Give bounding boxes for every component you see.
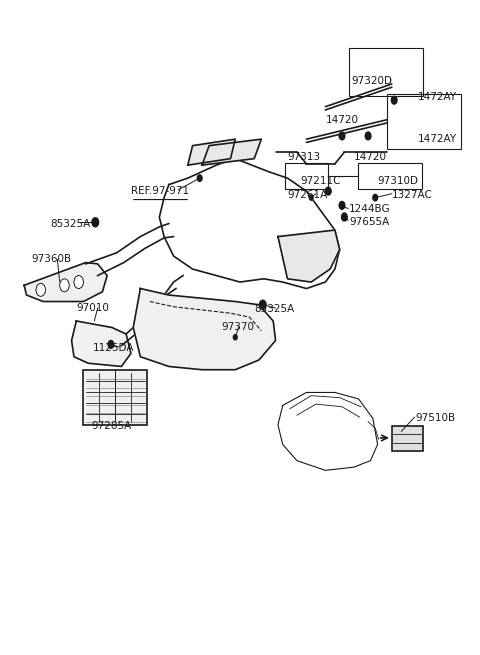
Circle shape bbox=[391, 96, 397, 104]
Text: 97655A: 97655A bbox=[349, 217, 389, 227]
Text: 97211C: 97211C bbox=[301, 176, 341, 186]
Polygon shape bbox=[24, 263, 107, 301]
Circle shape bbox=[309, 195, 313, 200]
Circle shape bbox=[342, 213, 347, 221]
Circle shape bbox=[60, 279, 69, 291]
Circle shape bbox=[261, 302, 264, 307]
Text: 1472AY: 1472AY bbox=[418, 134, 457, 144]
Bar bbox=[84, 369, 147, 425]
Circle shape bbox=[260, 300, 266, 309]
Text: 97285A: 97285A bbox=[92, 421, 132, 431]
Bar bbox=[387, 94, 461, 149]
Polygon shape bbox=[202, 139, 261, 165]
Bar bbox=[349, 48, 423, 96]
Circle shape bbox=[325, 187, 331, 195]
Circle shape bbox=[233, 335, 237, 340]
Circle shape bbox=[92, 217, 98, 227]
Circle shape bbox=[93, 219, 96, 225]
Text: 14720: 14720 bbox=[354, 153, 387, 162]
Text: 97370: 97370 bbox=[221, 322, 254, 333]
Circle shape bbox=[36, 284, 46, 296]
Circle shape bbox=[373, 195, 378, 201]
Text: 1244BG: 1244BG bbox=[349, 204, 391, 214]
Text: 97310D: 97310D bbox=[378, 176, 419, 186]
Bar bbox=[358, 162, 422, 189]
Circle shape bbox=[109, 342, 113, 347]
Text: 97320D: 97320D bbox=[351, 76, 393, 86]
Circle shape bbox=[197, 175, 202, 181]
Circle shape bbox=[340, 203, 343, 208]
Text: 14720: 14720 bbox=[325, 115, 359, 124]
Text: 1472AY: 1472AY bbox=[418, 92, 457, 102]
Text: 97261A: 97261A bbox=[288, 190, 328, 200]
Polygon shape bbox=[188, 139, 235, 165]
Text: 97313: 97313 bbox=[288, 153, 321, 162]
Bar bbox=[392, 426, 423, 451]
Polygon shape bbox=[278, 230, 340, 282]
Circle shape bbox=[339, 202, 345, 210]
Text: 97360B: 97360B bbox=[31, 254, 72, 265]
Text: 1327AC: 1327AC bbox=[392, 190, 432, 200]
Circle shape bbox=[339, 132, 345, 140]
Circle shape bbox=[365, 132, 371, 140]
Text: 97510B: 97510B bbox=[416, 413, 456, 423]
Polygon shape bbox=[133, 289, 276, 369]
Circle shape bbox=[108, 341, 114, 348]
Text: 85325A: 85325A bbox=[50, 219, 90, 229]
Text: 1125DA: 1125DA bbox=[93, 343, 134, 353]
Polygon shape bbox=[72, 321, 131, 366]
Bar bbox=[78, 330, 96, 348]
Text: REF.97-971: REF.97-971 bbox=[131, 186, 189, 196]
Text: 97010: 97010 bbox=[76, 303, 109, 313]
Text: 85325A: 85325A bbox=[254, 305, 295, 314]
Bar bbox=[285, 162, 328, 189]
Circle shape bbox=[342, 213, 346, 218]
Circle shape bbox=[74, 276, 84, 289]
